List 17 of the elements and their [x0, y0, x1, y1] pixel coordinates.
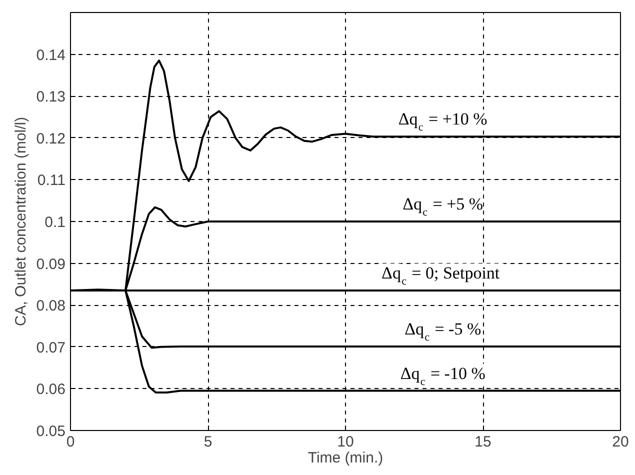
y-tick-label: 0.14: [36, 46, 66, 64]
y-axis-title: CA, Outlet concentration (mol/l): [12, 116, 30, 326]
x-tick-label: 10: [337, 434, 354, 450]
x-tick-label: 0: [66, 434, 75, 450]
y-tick-label: 0.1: [44, 214, 66, 231]
y-tick-label: 0.06: [36, 381, 66, 398]
x-axis-title: Time (min.): [308, 450, 384, 466]
y-tick-label: 0.05: [36, 423, 66, 440]
x-tick-label: 5: [204, 434, 212, 450]
y-tick-label: 0.12: [36, 130, 66, 148]
x-tick-label: 20: [612, 434, 629, 450]
y-tick-label: 0.09: [36, 256, 66, 273]
y-tick-label: 0.08: [36, 298, 66, 315]
y-tick-label: 0.13: [36, 88, 66, 106]
y-tick-label: 0.07: [36, 339, 66, 356]
y-tick-label: 0.11: [37, 172, 66, 190]
x-tick-label: 15: [474, 434, 492, 450]
